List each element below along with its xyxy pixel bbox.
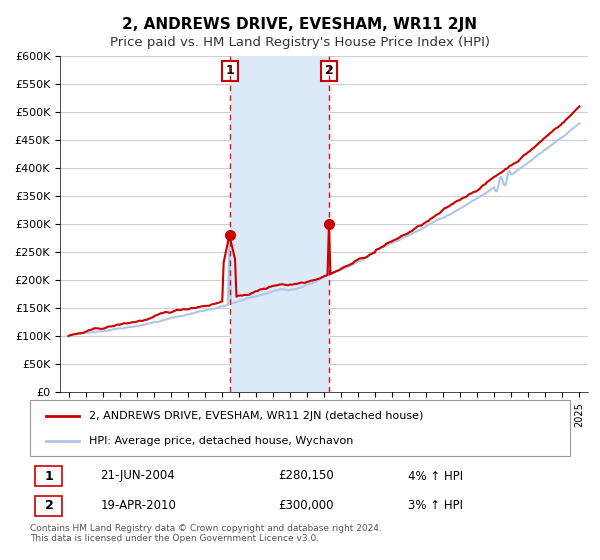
Text: 2, ANDREWS DRIVE, EVESHAM, WR11 2JN (detached house): 2, ANDREWS DRIVE, EVESHAM, WR11 2JN (det…	[89, 411, 424, 421]
FancyBboxPatch shape	[30, 400, 570, 456]
FancyBboxPatch shape	[35, 466, 62, 486]
Text: 3% ↑ HPI: 3% ↑ HPI	[408, 499, 463, 512]
Text: 2, ANDREWS DRIVE, EVESHAM, WR11 2JN: 2, ANDREWS DRIVE, EVESHAM, WR11 2JN	[122, 17, 478, 32]
Text: HPI: Average price, detached house, Wychavon: HPI: Average price, detached house, Wych…	[89, 436, 354, 446]
Text: 4% ↑ HPI: 4% ↑ HPI	[408, 469, 463, 483]
Text: £280,150: £280,150	[278, 469, 334, 483]
Text: £300,000: £300,000	[278, 499, 334, 512]
Text: 21-JUN-2004: 21-JUN-2004	[100, 469, 175, 483]
Text: Contains HM Land Registry data © Crown copyright and database right 2024.
This d: Contains HM Land Registry data © Crown c…	[30, 524, 382, 543]
Text: 2: 2	[44, 499, 53, 512]
Text: Price paid vs. HM Land Registry's House Price Index (HPI): Price paid vs. HM Land Registry's House …	[110, 36, 490, 49]
Text: 1: 1	[44, 469, 53, 483]
FancyBboxPatch shape	[35, 496, 62, 516]
Text: 2: 2	[325, 64, 334, 77]
Text: 1: 1	[226, 64, 234, 77]
Text: 19-APR-2010: 19-APR-2010	[100, 499, 176, 512]
